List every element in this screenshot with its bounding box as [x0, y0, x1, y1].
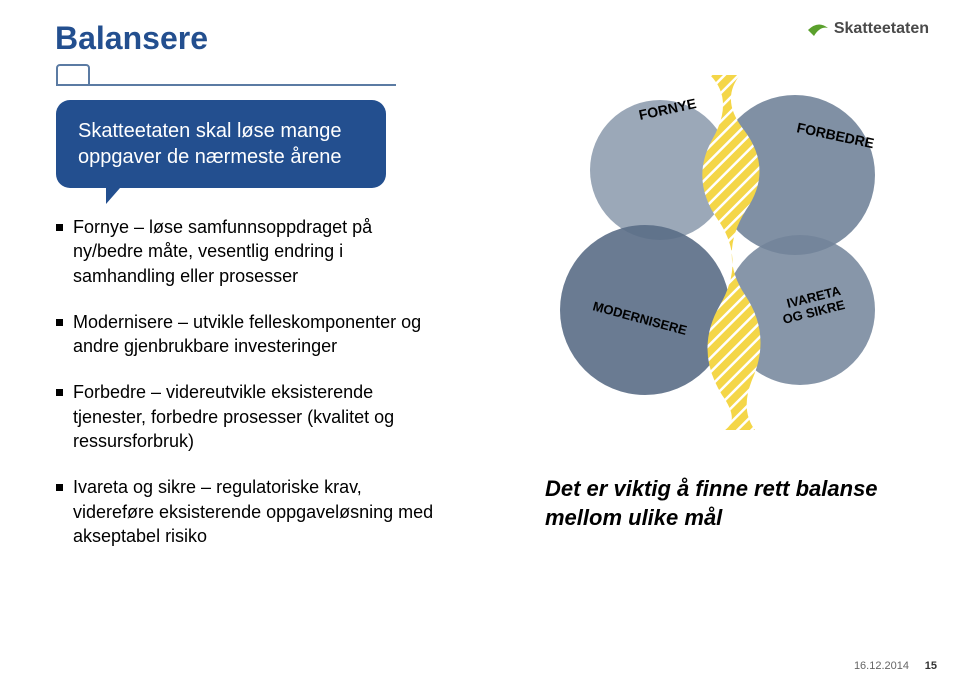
list-item: Modernisere – utvikle felleskomponenter … [56, 310, 436, 359]
tab-line [56, 84, 396, 86]
footer-date: 16.12.2014 [854, 660, 909, 672]
bullet-icon [56, 319, 63, 326]
list-item: Fornye – løse samfunnsoppdraget på ny/be… [56, 215, 436, 288]
bullet-icon [56, 224, 63, 231]
bullet-icon [56, 484, 63, 491]
callout-line2: oppgaver de nærmeste årene [78, 144, 364, 170]
callout-box: Skatteetaten skal løse mange oppgaver de… [56, 100, 386, 188]
list-item: Forbedre – videreutvikle eksisterende tj… [56, 380, 436, 453]
bullet-text: Forbedre – videreutvikle eksisterende tj… [73, 380, 436, 453]
callout-line1: Skatteetaten skal løse mange [78, 118, 364, 144]
brand-logo: Skatteetaten [806, 18, 929, 40]
bullet-icon [56, 389, 63, 396]
slide-title: Balansere [55, 20, 208, 57]
brand-name: Skatteetaten [834, 20, 929, 38]
list-item: Ivareta og sikre – regulatoriske krav, v… [56, 475, 436, 548]
bullet-text: Modernisere – utvikle felleskomponenter … [73, 310, 436, 359]
bullet-text: Ivareta og sikre – regulatoriske krav, v… [73, 475, 436, 548]
bullet-text: Fornye – løse samfunnsoppdraget på ny/be… [73, 215, 436, 288]
tab-marker [56, 64, 90, 86]
conclusion-text: Det er viktig å finne rett balanse mello… [545, 475, 885, 532]
footer-page: 15 [925, 660, 937, 672]
swoosh-icon [806, 18, 830, 40]
venn-diagram: FORNYE FORBEDRE MODERNISERE IVARETA OG S… [540, 60, 920, 440]
bullet-list: Fornye – løse samfunnsoppdraget på ny/be… [56, 215, 436, 570]
